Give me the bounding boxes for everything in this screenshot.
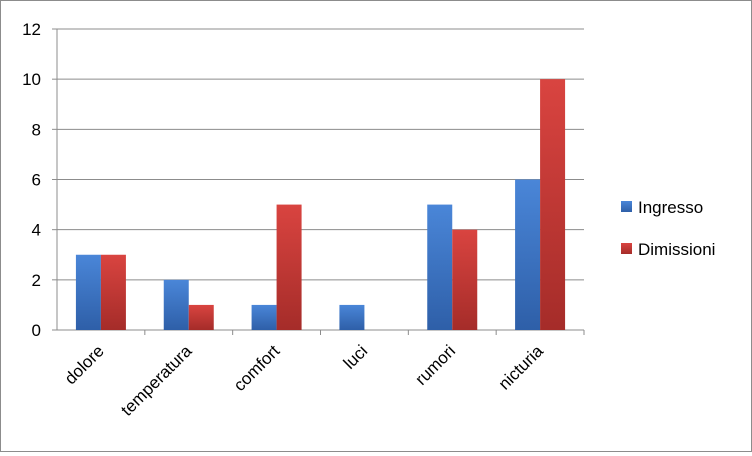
x-tick-label: temperatura [117,341,196,420]
bar-ingresso-luci [339,304,365,330]
x-tick-label: comfort [230,341,284,395]
y-tick-label: 12 [22,20,41,39]
y-tick-label: 0 [32,321,41,340]
axes [52,28,585,335]
y-tick-label: 2 [32,271,41,290]
bar-ingresso-temperatura [163,279,189,330]
y-tick-label: 8 [32,120,41,139]
x-tick-label: luci [340,341,371,372]
bar-dimissioni-rumori [452,229,478,330]
y-tick-label: 10 [22,70,41,89]
gridlines [57,28,584,281]
y-tick-label: 4 [32,221,41,240]
legend-label-ingresso: Ingresso [638,198,703,217]
x-tick-label: nicturia [495,341,548,394]
x-tick-label: rumori [412,341,459,388]
bar-ingresso-comfort [251,304,277,330]
bar-ingresso-nicturia [515,179,541,330]
legend-swatch-dimissioni [621,243,632,254]
bar-ingresso-dolore [75,254,101,330]
bar-dimissioni-temperatura [188,304,214,330]
bar-ingresso-rumori [427,204,453,330]
x-tick-label: dolore [61,341,108,388]
y-tick-label: 6 [32,171,41,190]
bar-dimissioni-dolore [100,254,126,330]
legend: Ingresso Dimissioni [621,198,715,259]
legend-label-dimissioni: Dimissioni [638,240,715,259]
bar-dimissioni-nicturia [540,79,566,331]
legend-swatch-ingresso [621,201,632,212]
bars [75,79,566,331]
bar-dimissioni-comfort [276,204,302,330]
